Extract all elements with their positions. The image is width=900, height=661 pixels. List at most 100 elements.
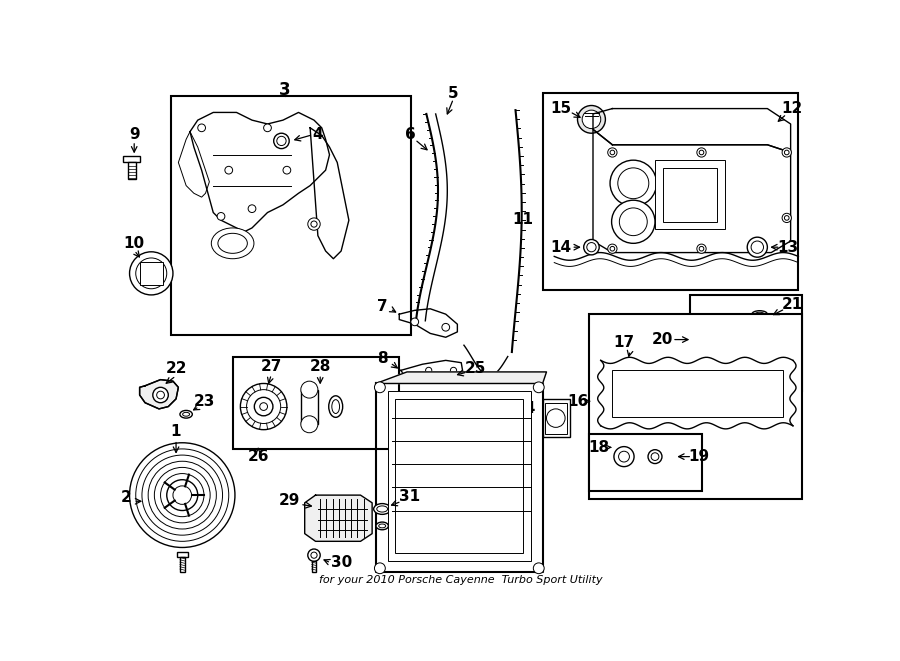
Circle shape [612,200,655,243]
Ellipse shape [755,312,764,316]
Ellipse shape [183,412,190,416]
Bar [180,557,184,572]
Text: 18: 18 [588,440,609,455]
Circle shape [608,244,617,253]
Circle shape [198,124,205,132]
Bar [123,156,140,163]
Polygon shape [376,372,546,383]
Circle shape [546,409,565,428]
Bar [301,389,318,424]
Circle shape [136,258,166,289]
Bar [395,399,523,553]
Text: 7: 7 [377,299,388,314]
Circle shape [157,391,165,399]
Bar [422,373,450,381]
Circle shape [225,167,232,174]
Circle shape [619,208,647,235]
Bar [171,97,411,335]
Circle shape [142,455,222,535]
Circle shape [707,328,726,346]
Text: 26: 26 [248,449,269,464]
Ellipse shape [218,233,248,253]
Circle shape [277,136,286,145]
Text: 5: 5 [448,86,459,100]
Ellipse shape [328,396,343,417]
Polygon shape [305,495,372,541]
Bar [655,160,724,229]
Circle shape [610,150,615,155]
Text: 29: 29 [278,493,300,508]
Ellipse shape [376,522,389,529]
Text: 10: 10 [123,236,145,251]
Circle shape [614,447,634,467]
Text: 16: 16 [567,394,588,408]
Text: 15: 15 [550,101,571,116]
Ellipse shape [379,524,386,528]
Text: 21: 21 [781,297,803,311]
Ellipse shape [212,228,254,258]
Circle shape [587,243,596,252]
Text: 8: 8 [377,352,388,366]
Text: 6: 6 [406,128,416,142]
Text: 17: 17 [614,335,634,350]
Bar [388,391,531,561]
Ellipse shape [180,410,193,418]
Bar [128,163,136,179]
Circle shape [785,215,789,220]
Circle shape [610,247,615,251]
Text: 4: 4 [312,128,323,142]
Circle shape [697,244,706,253]
Bar [590,314,802,499]
Polygon shape [593,130,790,253]
Circle shape [283,167,291,174]
Circle shape [578,106,606,134]
Circle shape [148,461,216,529]
Circle shape [255,397,273,416]
Text: 24: 24 [515,401,536,416]
Circle shape [130,252,173,295]
Circle shape [260,403,267,410]
Circle shape [785,150,789,155]
Text: 23: 23 [194,394,214,408]
Bar [232,356,400,449]
Text: 12: 12 [781,101,803,116]
Bar [311,561,316,572]
Bar [543,93,798,290]
Circle shape [534,563,544,574]
Circle shape [217,213,225,220]
Circle shape [608,148,617,157]
Bar [176,552,188,557]
Bar [543,399,570,438]
Polygon shape [140,379,178,409]
Ellipse shape [418,373,427,381]
Circle shape [697,148,706,157]
Bar [713,351,721,382]
Bar [709,382,725,387]
Circle shape [240,383,287,430]
Circle shape [584,239,599,255]
Text: 20: 20 [652,332,673,347]
Polygon shape [593,108,790,153]
Text: 2: 2 [122,490,131,505]
Circle shape [301,416,318,433]
Circle shape [782,148,791,157]
Circle shape [153,387,168,403]
Text: 9: 9 [129,128,140,142]
Ellipse shape [374,504,391,514]
Text: 3: 3 [279,81,291,99]
Circle shape [374,563,385,574]
Circle shape [651,453,659,461]
Circle shape [450,368,456,373]
Text: 19: 19 [688,449,710,464]
Circle shape [248,205,256,213]
Bar [612,370,783,416]
Circle shape [166,480,198,510]
Circle shape [310,221,317,227]
Circle shape [648,449,662,463]
Circle shape [582,110,601,129]
Circle shape [534,382,544,393]
Circle shape [411,318,418,326]
Circle shape [264,124,272,132]
Circle shape [374,382,385,393]
Bar [140,262,163,285]
